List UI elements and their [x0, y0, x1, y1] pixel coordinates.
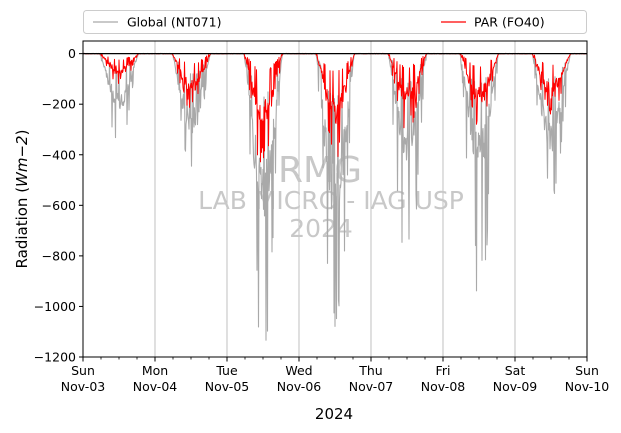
- legend-box: [83, 10, 587, 34]
- x-tick-label-date: Nov-07: [349, 379, 393, 394]
- x-tick-label-date: Nov-06: [277, 379, 322, 394]
- y-tick-label: −800: [42, 248, 76, 263]
- x-axis: SunNov-03MonNov-04TueNov-05WedNov-06ThuN…: [61, 357, 610, 394]
- series-layer: [82, 52, 588, 341]
- x-tick-label-day: Sun: [71, 363, 95, 378]
- y-tick-label: −200: [42, 97, 76, 112]
- watermark-line-1: RMG: [278, 150, 362, 191]
- y-tick-label: −600: [42, 198, 76, 213]
- y-tick-label: 0: [68, 46, 76, 61]
- y-tick-label: −1200: [34, 350, 76, 365]
- x-tick-label-day: Thu: [358, 363, 382, 378]
- y-axis-title-unit: Wm−2: [13, 135, 31, 187]
- x-tick-label-day: Sun: [575, 363, 599, 378]
- legend: Global (NT071) PAR (FO40): [83, 10, 587, 34]
- series-line-global: [82, 52, 588, 341]
- y-axis-title-close: ): [13, 130, 31, 136]
- x-tick-label-date: Nov-05: [205, 379, 249, 394]
- x-tick-label-date: Nov-04: [133, 379, 178, 394]
- y-axis-title: Radiation (Wm−2): [13, 130, 31, 269]
- watermark-line-3: 2024: [289, 214, 353, 243]
- y-axis: 0 −200 −400 −600 −800 −1000 −1200: [34, 46, 83, 365]
- legend-label-global: Global (NT071): [127, 15, 221, 30]
- x-tick-label-day: Tue: [215, 363, 238, 378]
- y-tick-label: −1000: [34, 299, 76, 314]
- x-tick-label-day: Fri: [436, 363, 451, 378]
- x-tick-label-date: Nov-10: [565, 379, 610, 394]
- x-tick-label-day: Wed: [285, 363, 312, 378]
- legend-label-par: PAR (FO40): [474, 15, 545, 30]
- x-tick-label-date: Nov-09: [493, 379, 538, 394]
- y-axis-title-text: Radiation (: [13, 187, 31, 269]
- x-tick-label-date: Nov-03: [61, 379, 105, 394]
- gridlines: [154, 41, 516, 357]
- x-tick-label-day: Sat: [505, 363, 526, 378]
- x-tick-label-date: Nov-08: [421, 379, 466, 394]
- x-axis-title: 2024: [315, 405, 353, 423]
- x-tick-label-day: Mon: [142, 363, 168, 378]
- y-tick-label: −400: [42, 147, 76, 162]
